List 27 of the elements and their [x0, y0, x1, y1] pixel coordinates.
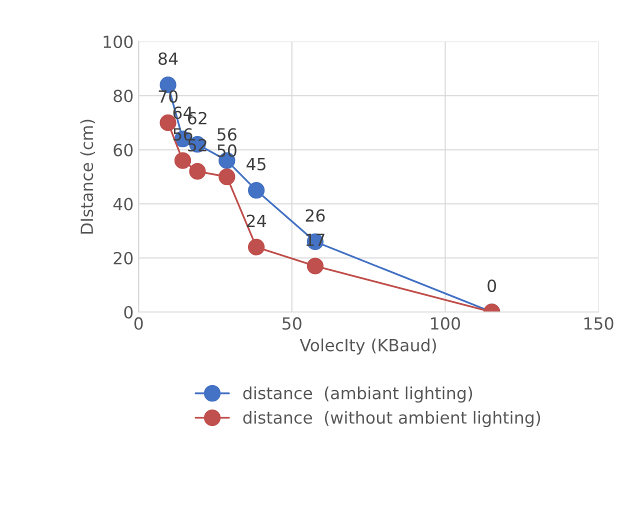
y-tick-label: 40	[113, 198, 133, 210]
point	[306, 258, 324, 274]
point	[189, 163, 206, 180]
x-tick-label: 50	[282, 317, 302, 330]
x-tick-label: 100	[431, 317, 460, 330]
data-label: 84	[158, 52, 178, 65]
data-label: 0	[488, 279, 496, 292]
data-label: 45	[246, 158, 266, 170]
point	[218, 168, 236, 186]
data-label: 24	[246, 214, 266, 227]
legend-label: distance (without ambient lighting)	[243, 410, 540, 428]
y-tick-label: 100	[104, 36, 133, 48]
data-label: 56	[218, 128, 236, 141]
legend-label: distance (ambiant lighting)	[243, 386, 472, 403]
point	[248, 238, 265, 256]
y-tick-label: 60	[114, 144, 133, 156]
x-tick-label: 0	[134, 317, 143, 330]
x-tick-label: 150	[584, 317, 614, 330]
y-axis-title: DIstance (cm)	[80, 120, 96, 234]
y-tick-label: 80	[114, 90, 133, 102]
y-tick-label: 0	[124, 306, 133, 319]
point	[248, 182, 265, 199]
y-tick-label: 20	[114, 252, 133, 264]
data-label: 26	[306, 209, 325, 222]
x-axis-title: VolecIty (KBaud)	[300, 338, 436, 355]
data-label: 50	[218, 144, 236, 157]
point	[174, 152, 192, 169]
